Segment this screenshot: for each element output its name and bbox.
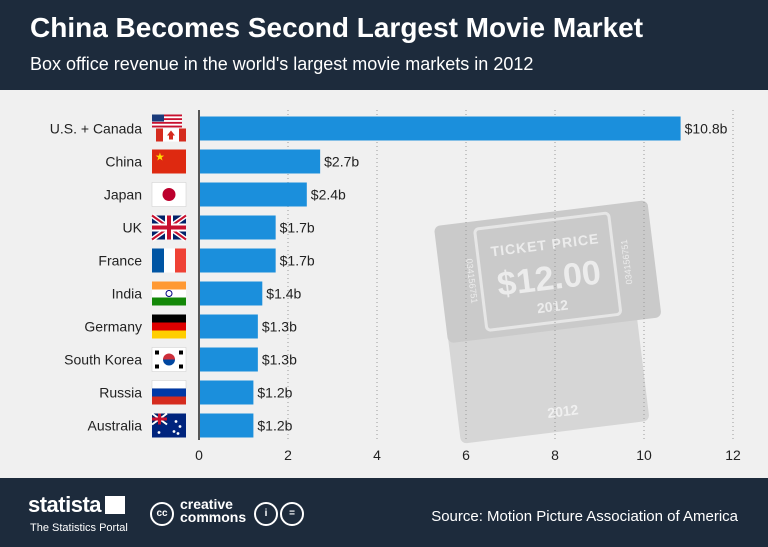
bar-value-label: $1.4b (266, 286, 301, 302)
category-labels: $10.8b U.S. + Canada $2.7b China $2.4b Japan $… (50, 121, 728, 434)
category-label: UK (123, 220, 143, 236)
russia-flag-icon (151, 380, 187, 405)
x-tick-label: 2 (284, 447, 292, 463)
us-canada-flag-icon (152, 114, 186, 142)
cc-badge-icon: cc (150, 502, 174, 526)
ticket-front-shape (434, 200, 661, 343)
x-tick-label: 8 (551, 447, 559, 463)
category-label: Japan (104, 187, 142, 203)
bar-value-label: $10.8b (685, 121, 728, 137)
japan-flag-icon (151, 182, 187, 207)
ticket-year: 2012 (536, 296, 569, 316)
category-label: France (98, 253, 142, 269)
statista-logo[interactable]: statista (28, 492, 126, 518)
category-label: China (105, 154, 142, 170)
x-tick-label: 10 (636, 447, 652, 463)
chart-subtitle: Box office revenue in the world's larges… (30, 54, 534, 74)
ticket-frame (473, 211, 622, 332)
chart-title: China Becomes Second Largest Movie Marke… (30, 12, 644, 43)
statista-mark-icon (105, 496, 126, 514)
bar (200, 413, 254, 438)
cc-noderivs-icon: = (280, 502, 304, 526)
china-flag-icon: ★ (152, 149, 186, 174)
bar-value-label: $2.7b (324, 154, 359, 170)
x-tick-label: 4 (373, 447, 381, 463)
x-axis-ticks: 0 2 4 6 8 10 12 (195, 447, 741, 463)
bar-value-label: $1.7b (280, 220, 315, 236)
category-label: Australia (88, 418, 143, 434)
cc-line-2: commons (180, 509, 247, 525)
source-note: Source: Motion Picture Association of Am… (431, 508, 738, 525)
bar (200, 248, 276, 273)
x-tick-label: 6 (462, 447, 470, 463)
bar-chart: 2012 TICKET PRICE $12.00 2012 034156751 … (50, 110, 741, 463)
footer-banner: statista The Statistics Portal cc creati… (0, 478, 768, 547)
bar (200, 347, 258, 372)
cc-attribution-icon: i (254, 502, 278, 526)
plot-area: 2012 TICKET PRICE $12.00 2012 034156751 … (0, 90, 768, 478)
category-label: South Korea (64, 352, 142, 368)
category-label: Germany (84, 319, 142, 335)
bars (200, 116, 681, 438)
bar (200, 380, 254, 405)
bar-value-label: $1.2b (257, 418, 292, 434)
creative-commons-logo[interactable]: cc creative commons i = (150, 496, 304, 532)
bar (200, 116, 681, 141)
germany-flag-icon (152, 314, 186, 339)
category-label: U.S. + Canada (50, 121, 142, 137)
bar-value-label: $1.3b (262, 352, 297, 368)
statista-wordmark: statista (28, 492, 102, 517)
bar (200, 314, 258, 339)
statista-tagline: The Statistics Portal (30, 522, 128, 534)
india-flag-icon (152, 281, 186, 306)
uk-flag-icon (150, 213, 188, 242)
x-tick-label: 0 (195, 447, 203, 463)
ticket-back-shape (448, 312, 649, 444)
bar-value-label: $1.7b (280, 253, 315, 269)
category-label: Russia (99, 385, 142, 401)
category-label: India (112, 286, 143, 302)
svg-text:★: ★ (155, 152, 165, 164)
cc-wordmark: creative commons (180, 496, 247, 525)
x-tick-label: 12 (725, 447, 741, 463)
bar (200, 281, 263, 306)
south-korea-flag-icon (151, 347, 187, 372)
cc-line-1: creative (180, 496, 233, 512)
bar (200, 149, 321, 174)
flags: ★ (150, 114, 188, 438)
bar (200, 215, 276, 240)
ticket-watermark: 2012 TICKET PRICE $12.00 2012 034156751 … (434, 200, 661, 444)
australia-flag-icon (151, 412, 186, 438)
bar-value-label: $2.4b (311, 187, 346, 203)
header-banner: China Becomes Second Largest Movie Marke… (0, 0, 768, 90)
bar-value-label: $1.2b (257, 385, 292, 401)
bar (200, 182, 307, 207)
bar-value-label: $1.3b (262, 319, 297, 335)
france-flag-icon (152, 248, 186, 273)
